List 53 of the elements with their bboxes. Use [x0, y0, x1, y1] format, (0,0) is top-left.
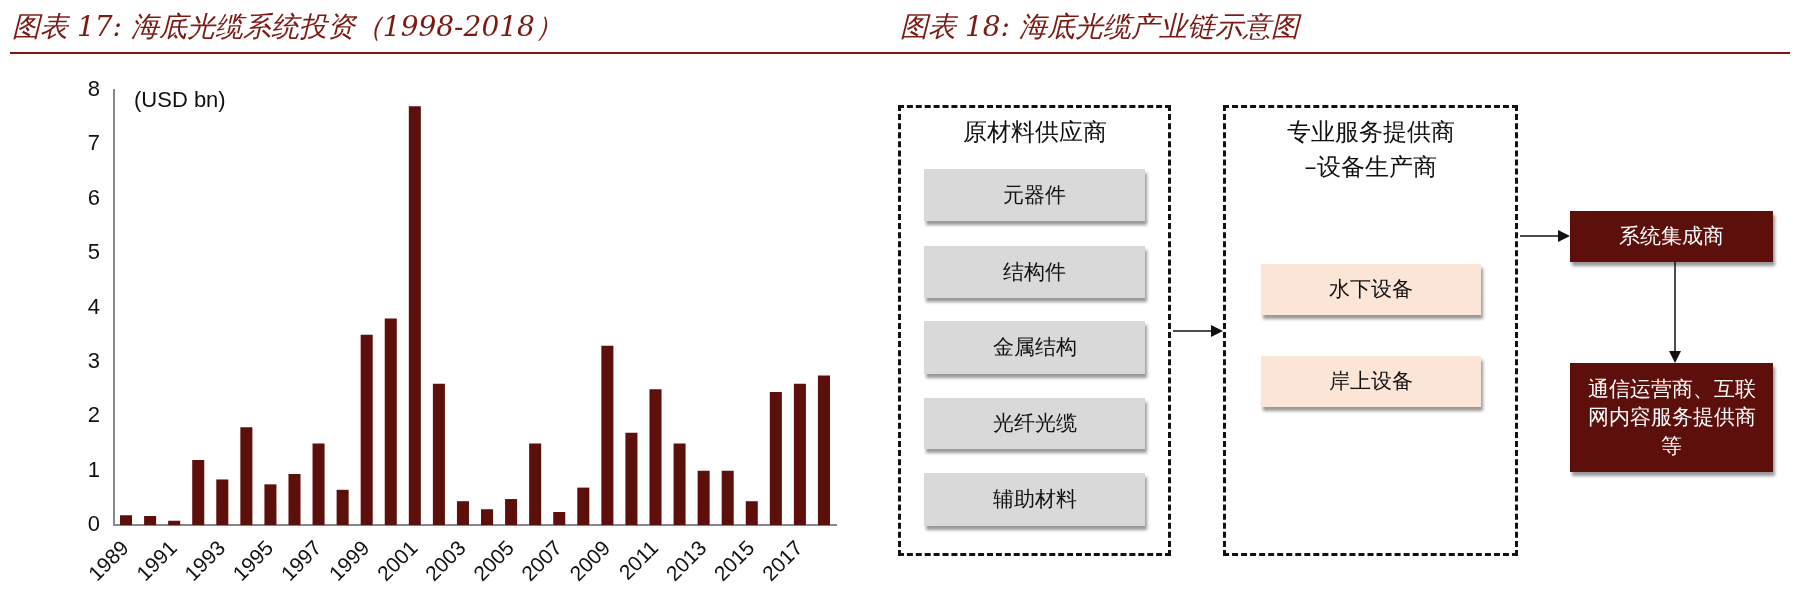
y-tick-label: 6 — [87, 184, 100, 210]
y-tick-label: 0 — [87, 511, 100, 537]
bar — [432, 383, 445, 526]
y-tick-label: 5 — [87, 239, 100, 265]
y-tick-label: 4 — [87, 293, 100, 319]
bar — [793, 383, 806, 526]
bar — [697, 470, 710, 526]
bar — [577, 487, 590, 526]
bar — [216, 479, 229, 526]
bar — [408, 106, 421, 526]
text: 专业服务提供商 — [1285, 117, 1456, 148]
bar — [264, 484, 277, 526]
text: 光纤光缆 — [924, 398, 1145, 449]
bar — [769, 391, 782, 526]
bar — [649, 389, 662, 526]
bar — [288, 474, 301, 526]
text: 通信运营商、互联网内容服务提供商等 — [1570, 363, 1773, 472]
text: 系统集成商 — [1570, 211, 1773, 262]
bar — [120, 515, 133, 526]
y-tick-label: 3 — [87, 348, 100, 374]
bar — [673, 443, 686, 526]
bar — [625, 432, 638, 526]
text: 岸上设备 — [1261, 356, 1481, 407]
y-tick-label: 7 — [87, 130, 100, 156]
y-axis-title: (USD bn) — [134, 87, 226, 113]
text: 金属结构 — [924, 321, 1145, 374]
text: 水下设备 — [1261, 264, 1481, 315]
text: 原材料供应商 — [961, 117, 1108, 148]
bar — [168, 520, 181, 526]
bar — [240, 427, 253, 526]
bar — [384, 318, 397, 526]
bar — [553, 512, 566, 526]
bar — [456, 501, 469, 526]
bar — [601, 345, 614, 526]
bar — [481, 509, 494, 526]
y-tick-label: 2 — [87, 402, 100, 428]
bar — [360, 334, 373, 526]
text: 辅助材料 — [924, 473, 1145, 526]
bar — [312, 443, 325, 526]
bar — [817, 375, 830, 526]
bar — [144, 515, 157, 526]
bar — [192, 459, 205, 526]
bar — [745, 501, 758, 526]
y-tick-label: 1 — [87, 456, 100, 482]
chart-title: 图表 17: 海底光缆系统投资（1998-2018） — [12, 9, 563, 45]
y-tick-label: 8 — [87, 76, 100, 102]
bar — [505, 499, 518, 526]
text: 结构件 — [924, 246, 1145, 298]
text: –设备生产商 — [1303, 152, 1438, 183]
bar — [529, 443, 542, 526]
bar — [721, 470, 734, 526]
text: 元器件 — [924, 169, 1145, 221]
bar — [336, 489, 349, 526]
